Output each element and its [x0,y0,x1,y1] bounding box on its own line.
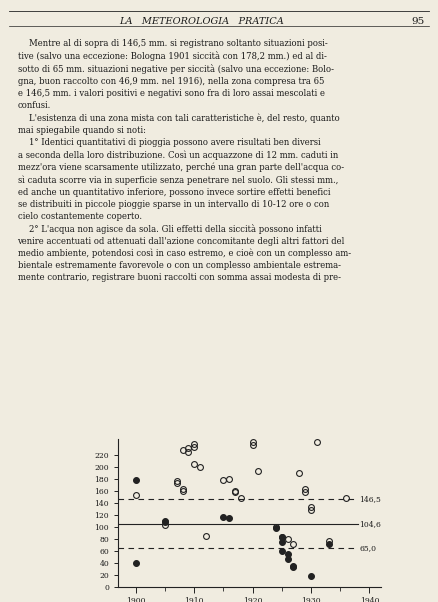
Text: LA   METEOROLOGIA   PRATICA: LA METEOROLOGIA PRATICA [119,17,284,26]
Text: 146,5: 146,5 [360,495,381,503]
Text: 104,6: 104,6 [360,520,381,528]
Text: 95: 95 [412,17,425,26]
Text: Mentre al di sopra di 146,5 mm. si registrano soltanto situazioni posi-
tive (sa: Mentre al di sopra di 146,5 mm. si regis… [18,39,351,282]
Text: 65,0: 65,0 [360,544,376,552]
